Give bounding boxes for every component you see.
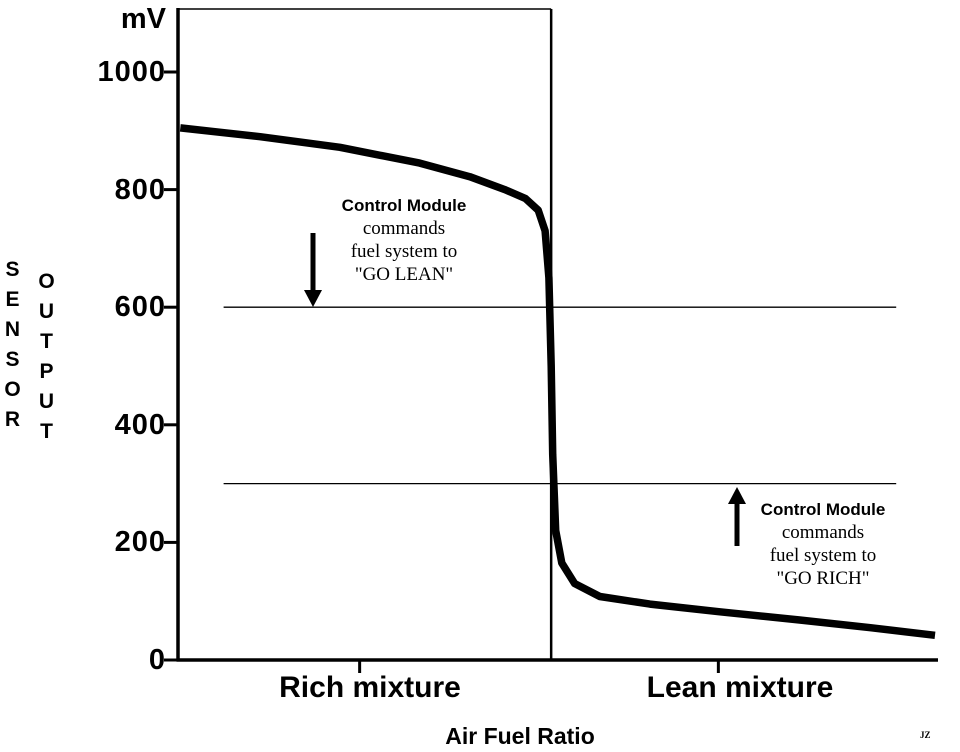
go-rich-line-2: commands	[781, 522, 865, 543]
go-rich-line-3: fuel system to	[769, 545, 877, 566]
sensor-output-curve	[179, 124, 936, 640]
y-tick-label-800: 800	[114, 174, 166, 206]
go-lean-line-4: "GO LEAN"	[354, 264, 454, 285]
y-tick-label-400: 400	[114, 409, 166, 441]
go-lean-annotation: Control Module commands fuel system to "…	[328, 194, 480, 286]
go-rich-annotation: Control Module commands fuel system to "…	[750, 498, 896, 590]
go-lean-line-3: fuel system to	[350, 241, 458, 262]
go-rich-line-4: "GO RICH"	[776, 568, 870, 589]
y-axis-title-word-sensor: SENSOR	[1, 258, 24, 438]
y-tick-label-600: 600	[114, 291, 166, 323]
go-lean-title: Control Module	[341, 196, 467, 215]
y-axis-title-word-output: OUTPUT	[35, 270, 58, 450]
x-axis-title: Air Fuel Ratio	[445, 723, 595, 749]
go-lean-arrow-down-icon-head	[304, 290, 322, 307]
go-rich-title: Control Module	[760, 500, 886, 519]
watermark: JZ	[920, 730, 931, 740]
y-tick-label-1000: 1000	[97, 56, 166, 88]
x-region-label-lean: Lean mixture	[646, 671, 834, 704]
x-region-label-rich: Rich mixture	[279, 671, 461, 704]
go-lean-line-2: commands	[362, 218, 446, 239]
y-tick-label-0: 0	[148, 644, 166, 676]
y-axis-unit-label: mV	[120, 3, 166, 35]
y-tick-label-200: 200	[114, 526, 166, 558]
go-rich-arrow-up-icon-head	[728, 487, 746, 504]
